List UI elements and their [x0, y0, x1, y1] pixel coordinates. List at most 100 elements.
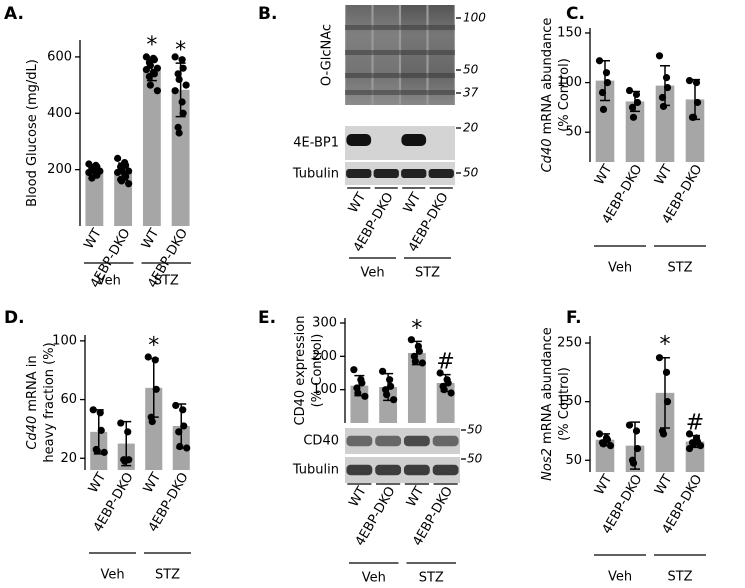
mw-marker: 100 [463, 11, 486, 25]
data-point [183, 444, 191, 452]
data-point [350, 366, 358, 374]
y-axis-label-part: Cd40 [25, 416, 40, 450]
group-label: Veh [97, 274, 121, 289]
y-tick-label: 600 [47, 49, 72, 64]
data-point [606, 442, 615, 450]
blot-band [403, 435, 430, 447]
blot-row-label: Tubulin [292, 463, 339, 478]
data-point [354, 389, 362, 397]
data-point [625, 86, 634, 95]
y-axis-label-part: mRNA abundance [540, 18, 555, 139]
mw-marker: 37 [463, 86, 479, 100]
data-point [175, 75, 183, 84]
y-tick-label: 50 [565, 453, 582, 468]
x-tick-label: WT [81, 226, 104, 252]
data-point [633, 444, 642, 453]
blot-band [346, 464, 373, 476]
data-point [178, 56, 186, 64]
y-tick-label: 200 [312, 349, 337, 364]
data-point [179, 64, 187, 72]
data-point [142, 65, 150, 74]
data-point [603, 78, 612, 87]
data-point [390, 396, 398, 404]
y-axis-label: Blood Glucose (mg/dL) [25, 59, 40, 207]
data-point [361, 392, 369, 400]
data-point [659, 102, 668, 111]
data-point [386, 376, 394, 384]
data-point [148, 417, 156, 426]
panel-label: D. [4, 308, 25, 328]
significance-marker: * [411, 316, 422, 341]
bar [171, 89, 190, 226]
group-label: STZ [419, 571, 444, 586]
y-tick-label: 300 [312, 316, 337, 331]
y-axis-label-part: mRNA abundance [540, 327, 555, 448]
data-point [685, 444, 694, 453]
data-point [599, 440, 608, 448]
blot-band [432, 435, 459, 447]
data-point [118, 177, 126, 185]
data-point [117, 419, 125, 427]
blot-band [345, 25, 455, 30]
data-point [599, 105, 608, 113]
y-axis-label-part: CD40 expression [293, 316, 308, 426]
y-axis-label-part: (% Control) [557, 367, 572, 441]
group-label: STZ [667, 570, 692, 585]
group-label: Veh [362, 571, 386, 586]
blot-band [373, 169, 399, 178]
y-tick-label: 60 [60, 392, 77, 407]
data-point [85, 168, 93, 177]
mw-marker: 20 [463, 121, 479, 135]
data-point [632, 427, 641, 435]
blot-band [346, 435, 373, 447]
x-tick-label: WT [592, 162, 615, 188]
x-tick-label: WT [346, 190, 369, 216]
y-axis-label: (% Control) [310, 334, 325, 408]
data-point [151, 356, 159, 364]
data-point [440, 386, 448, 394]
y-tick-label: 100 [52, 333, 77, 348]
data-point [152, 385, 160, 393]
data-point [411, 357, 419, 365]
significance-marker: * [148, 333, 159, 358]
data-point [172, 401, 180, 410]
x-tick-label: WT [346, 484, 369, 510]
data-point [663, 398, 672, 406]
panel-label: F. [566, 308, 582, 328]
y-tick-label: 100 [312, 382, 337, 397]
y-axis-label-part: Blood Glucose (mg/dL) [25, 59, 40, 207]
data-point [598, 88, 607, 97]
x-tick-label: WT [141, 470, 164, 496]
data-point [89, 406, 97, 414]
y-tick-label: 400 [47, 106, 72, 121]
blot-band [401, 134, 427, 146]
data-point [179, 109, 187, 117]
x-tick-label: WT [592, 472, 615, 498]
data-point [180, 422, 188, 430]
y-tick-label: 100 [557, 75, 582, 90]
data-point [692, 78, 701, 87]
group-label: STZ [154, 274, 179, 289]
x-tick-label: WT [652, 472, 675, 498]
blot-row-label: O-GlcNAc [320, 24, 335, 86]
significance-marker: # [686, 411, 704, 436]
data-point [379, 367, 387, 375]
mw-marker: 50 [463, 63, 479, 77]
data-point [415, 347, 423, 355]
bar [142, 69, 161, 227]
data-point [655, 354, 664, 362]
blot-band [345, 50, 455, 55]
data-point [663, 83, 672, 92]
data-point [179, 406, 187, 414]
x-tick-label: WT [139, 226, 162, 252]
panel-label: B. [258, 4, 277, 24]
x-tick-label: WT [652, 162, 675, 188]
y-axis-label-part: (% Control) [310, 334, 325, 408]
data-point [88, 174, 96, 182]
blot-row-label: CD40 [303, 434, 339, 449]
blot-row-label: Tubulin [292, 167, 339, 182]
data-point [97, 426, 105, 434]
panel-label: A. [4, 4, 24, 24]
y-axis-label-part: Nos2 [540, 448, 555, 481]
